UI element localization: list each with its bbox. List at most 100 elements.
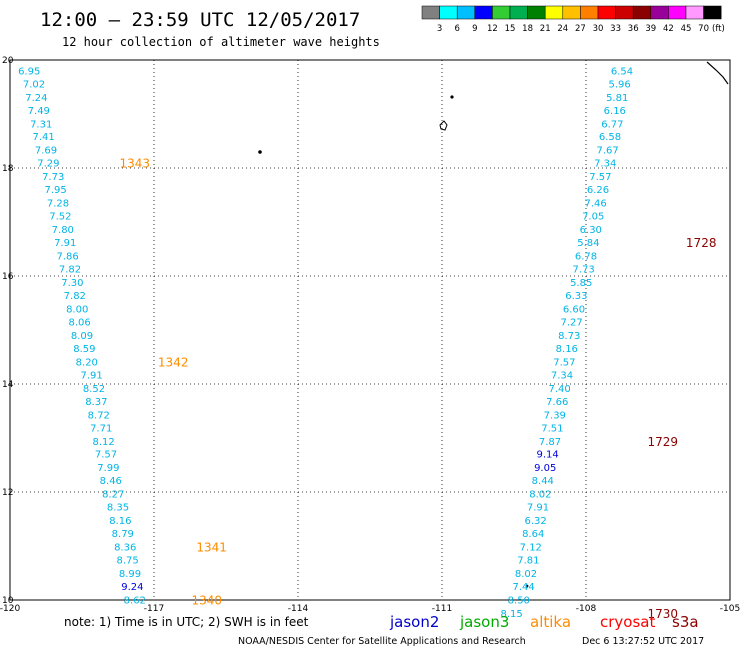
wave-height-value: 8.02: [515, 569, 537, 580]
color-scale-label: 33: [610, 24, 621, 34]
lat-tick-label: 16: [2, 272, 14, 282]
color-scale-label: 70: [698, 24, 709, 34]
lat-tick-label: 18: [2, 164, 14, 174]
pass-time-label: 1729: [648, 435, 679, 449]
wave-height-value: 7.95: [44, 185, 66, 196]
color-swatch: [703, 5, 722, 20]
wave-height-value: 7.31: [30, 119, 52, 130]
wave-height-value: 8.02: [529, 490, 551, 501]
wave-height-value: 7.46: [584, 199, 606, 210]
color-swatch: [668, 5, 687, 20]
wave-height-value: 7.12: [520, 543, 542, 554]
wave-height-value: 7.71: [90, 423, 112, 434]
wave-height-value: 7.34: [594, 159, 616, 170]
land-features: [258, 61, 729, 588]
pass-time-label: 1728: [686, 236, 717, 250]
lon-tick-label: -111: [432, 604, 452, 614]
wave-height-value: 7.99: [97, 463, 119, 474]
wave-height-value: 7.82: [64, 291, 86, 302]
satellite-legend-item: cryosat: [600, 613, 655, 631]
color-swatch: [527, 5, 546, 20]
lat-tick-label: 12: [2, 488, 13, 498]
wave-height-value: 8.62: [124, 596, 146, 607]
color-scale-label: 42: [663, 24, 674, 34]
wave-height-value: 7.39: [544, 410, 566, 421]
color-swatch: [421, 5, 440, 20]
wave-height-value: 7.41: [32, 132, 54, 143]
wave-height-value: 8.72: [88, 410, 110, 421]
color-swatch: [474, 5, 493, 20]
wave-height-value: 6.95: [18, 66, 40, 77]
wave-height-value: 8.37: [85, 397, 107, 408]
wave-height-value: 7.34: [551, 370, 573, 381]
map-grid: [10, 60, 730, 600]
wave-height-value: 9.05: [534, 463, 556, 474]
pass-time-labels: 1343 1342 1341 1340 1728 1729 1730: [120, 157, 717, 621]
color-swatch: [580, 5, 599, 20]
wave-height-value: 8.75: [116, 556, 138, 567]
wave-height-value: 6.32: [524, 516, 546, 527]
color-scale-label: 27: [575, 24, 586, 34]
pass-time-label: 1343: [120, 157, 151, 171]
wave-height-value: 5.85: [570, 278, 592, 289]
color-swatch: [615, 5, 634, 20]
wave-height-value: 8.50: [508, 596, 530, 607]
wave-height-value: 7.86: [56, 252, 78, 263]
satellite-legend-item: jason3: [459, 613, 509, 631]
wave-height-value: 7.27: [560, 317, 582, 328]
pass-time-label: 1730: [648, 607, 679, 621]
wave-height-value: 8.46: [100, 476, 122, 487]
color-scale-label: 3: [437, 24, 442, 34]
color-scale-label: 12: [487, 24, 498, 34]
wave-height-value: 7.52: [49, 212, 71, 223]
coastline: [706, 61, 729, 85]
color-swatch: [562, 5, 581, 20]
color-swatch: [492, 5, 511, 20]
wave-height-value: 7.91: [527, 503, 549, 514]
wave-height-value: 8.20: [76, 357, 98, 368]
color-scale-label: 36: [628, 24, 639, 34]
wave-height-value: 8.16: [556, 344, 578, 355]
color-scale-label: 21: [540, 24, 551, 34]
wave-height-value: 8.99: [119, 569, 141, 580]
wave-height-value: 7.66: [546, 397, 568, 408]
wave-height-value: 6.78: [575, 252, 597, 263]
island: [258, 150, 262, 154]
color-scale-label: 18: [522, 24, 533, 34]
color-scale-label: 9: [472, 24, 477, 34]
wave-height-value: 7.24: [25, 93, 47, 104]
wave-height-value: 7.91: [80, 370, 102, 381]
wave-height-value: 7.44: [512, 582, 534, 593]
color-swatch: [597, 5, 616, 20]
wave-height-value: 8.12: [92, 437, 114, 448]
wave-height-value: 5.96: [608, 79, 630, 90]
wave-height-value: 6.54: [611, 66, 633, 77]
wave-height-value: 7.80: [52, 225, 74, 236]
color-swatch: [439, 5, 458, 20]
wave-height-value: 7.91: [54, 238, 76, 249]
pass-time-label: 1340: [192, 594, 223, 608]
color-scale-label: 45: [681, 24, 692, 34]
color-scale-label: 30: [593, 24, 604, 34]
wave-height-value: 5.84: [577, 238, 599, 249]
satellite-legend-item: jason2: [389, 613, 439, 631]
wave-height-value: 7.57: [589, 172, 611, 183]
page-subtitle: 12 hour collection of altimeter wave hei…: [62, 35, 380, 49]
island: [525, 584, 529, 588]
color-scale-label: 15: [505, 24, 516, 34]
color-swatch: [650, 5, 669, 20]
lon-tick-label: -117: [144, 604, 164, 614]
wave-height-value: 8.09: [71, 331, 93, 342]
wave-height-values: 6.95 7.02 7.24 7.49 7.31 7.41 7.69 7.29 7.73 7.95…: [18, 66, 633, 620]
wave-height-value: 9.14: [536, 450, 558, 461]
lon-tick-label: -108: [576, 604, 597, 614]
footer-note: note: 1) Time is in UTC; 2) SWH is in fe…: [64, 615, 309, 629]
wave-height-value: 7.69: [35, 146, 57, 157]
wave-height-value: 8.44: [532, 476, 554, 487]
wave-height-value: 9.24: [121, 582, 143, 593]
lat-tick-label: 10: [2, 596, 14, 606]
lat-tick-label: 20: [2, 56, 14, 66]
color-swatch: [685, 5, 704, 20]
lat-tick-label: 14: [2, 380, 14, 390]
